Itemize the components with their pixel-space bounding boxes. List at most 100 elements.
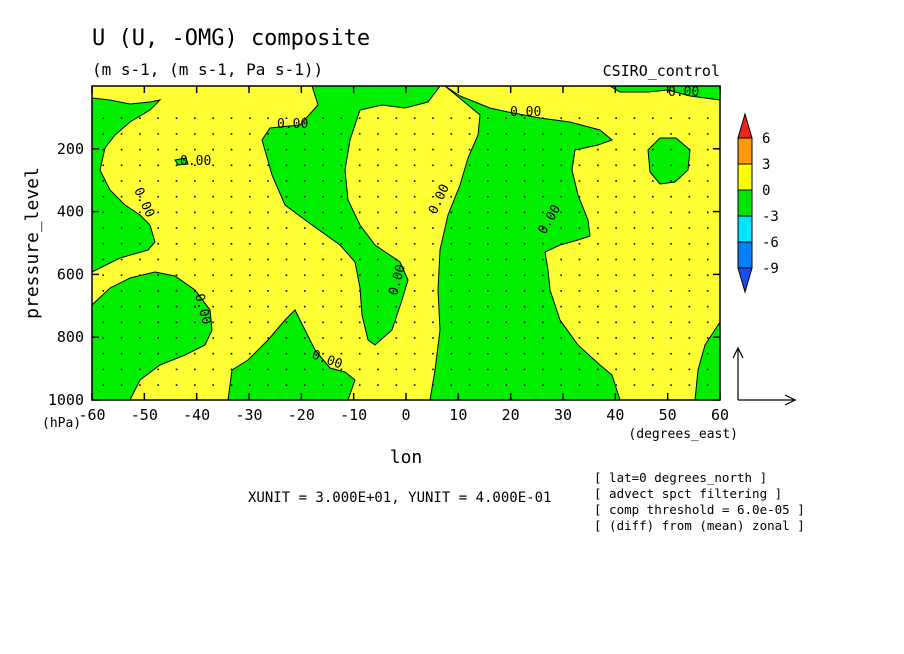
vector-marker (597, 148, 599, 151)
vector-marker (194, 274, 196, 276)
vector-marker (560, 384, 562, 386)
vector-marker (542, 195, 544, 198)
vector-marker (395, 180, 398, 182)
vector-marker (120, 305, 123, 308)
note-line: [ comp threshold = 6.0e-05 ] (594, 502, 805, 517)
vector-marker (578, 352, 581, 355)
vector-marker (432, 195, 434, 198)
vector-marker (523, 368, 526, 371)
vector-marker (230, 290, 233, 292)
vector-marker (487, 352, 489, 355)
vector-marker (230, 227, 233, 229)
vector-marker (322, 195, 324, 198)
vector-marker (102, 368, 105, 371)
vector-marker (303, 321, 306, 324)
vector-marker (340, 227, 343, 229)
vector-marker (249, 258, 251, 261)
vector-marker (450, 195, 453, 198)
vector-marker (468, 290, 471, 292)
vector-marker (303, 117, 306, 119)
vector-marker (688, 274, 691, 276)
vector-marker (633, 133, 636, 135)
vector-marker (194, 117, 196, 119)
vector-marker (670, 164, 672, 167)
vector-marker (194, 195, 196, 198)
vector-marker (303, 352, 306, 355)
x-axis-title: lon (390, 447, 423, 468)
vector-marker (322, 133, 324, 135)
vector-marker (413, 290, 416, 292)
vector-marker (212, 148, 214, 151)
vector-marker (267, 180, 269, 182)
vector-marker (597, 211, 599, 214)
vector-marker (120, 117, 123, 119)
notes: [ lat=0 degrees_north ][ advect spct fil… (594, 470, 805, 533)
vector-marker (175, 133, 178, 135)
vector-marker (175, 195, 178, 198)
negative-region-small (174, 157, 189, 166)
vector-marker (542, 211, 544, 214)
vector-marker (670, 117, 672, 119)
vector-marker (303, 384, 306, 386)
vector-marker (303, 274, 306, 276)
vector-marker (505, 243, 508, 245)
negative-region-east-ne (609, 86, 720, 101)
vector-marker (139, 164, 141, 167)
chart-title: U (U, -OMG) composite (92, 26, 370, 51)
vector-marker (230, 337, 233, 339)
vector-marker (468, 117, 471, 119)
vector-marker (102, 258, 105, 261)
vector-marker (505, 180, 508, 182)
vector-marker (267, 243, 269, 245)
vector-marker (413, 337, 416, 339)
vector-marker (358, 337, 361, 339)
vector-marker (377, 337, 379, 339)
vector-marker (212, 352, 214, 355)
vector-marker (377, 133, 379, 135)
vector-marker (450, 180, 453, 182)
vector-marker (633, 274, 636, 276)
vector-marker (633, 148, 636, 151)
vector-marker (157, 384, 160, 386)
x-tick-label: 30 (554, 406, 572, 424)
x-tick-label: 60 (711, 406, 729, 424)
vector-marker (249, 384, 251, 386)
x-axis-unit: (degrees_east) (628, 427, 738, 442)
vector-marker (249, 180, 251, 182)
vector-marker (560, 227, 562, 229)
vector-marker (322, 352, 324, 355)
x-tick-label: -20 (288, 406, 315, 424)
x-tick-label: -30 (235, 406, 262, 424)
vector-marker (487, 243, 489, 245)
vector-marker (395, 384, 398, 386)
vector-marker (651, 180, 654, 182)
vector-marker (249, 227, 251, 229)
vector-marker (194, 305, 196, 308)
vector-marker (157, 258, 160, 261)
negative-region-central (261, 86, 441, 346)
vector-marker (322, 368, 324, 371)
vector-marker (395, 211, 398, 214)
vector-marker (487, 227, 489, 229)
vector-marker (487, 321, 489, 324)
colorbar-bottom-arrow (737, 267, 753, 294)
vector-marker (249, 274, 251, 276)
vector-marker (670, 211, 672, 214)
vector-marker (432, 133, 434, 135)
vector-marker (340, 164, 343, 167)
vector-marker (597, 133, 599, 135)
vector-marker (340, 305, 343, 308)
vector-marker (358, 384, 361, 386)
vector-marker (450, 211, 453, 214)
x-tick-label: 50 (659, 406, 677, 424)
vector-marker (651, 258, 654, 261)
vector-marker (120, 243, 123, 245)
vector-marker (120, 290, 123, 292)
vector-marker (358, 352, 361, 355)
vector-marker (468, 227, 471, 229)
vector-marker (249, 164, 251, 167)
vector-marker (230, 384, 233, 386)
vector-marker (139, 290, 141, 292)
vector-marker (267, 195, 269, 198)
vector-marker (633, 258, 636, 261)
